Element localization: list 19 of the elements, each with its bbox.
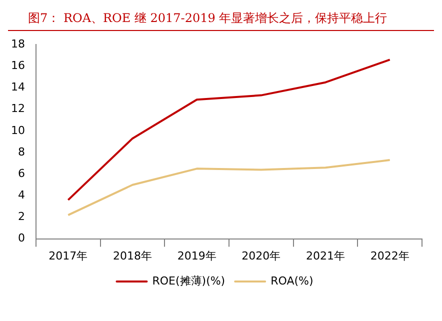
y-tick-label: 8 bbox=[18, 145, 25, 158]
y-tick-label: 0 bbox=[18, 232, 25, 245]
y-tick-label: 12 bbox=[10, 102, 25, 116]
x-tick-label: 2018年 bbox=[113, 249, 152, 262]
x-tick-label: 2021年 bbox=[306, 249, 345, 262]
legend-label: ROA(%) bbox=[270, 274, 314, 288]
x-tick-label: 2022年 bbox=[370, 249, 410, 262]
y-tick-label: 6 bbox=[18, 166, 25, 180]
x-tick-label: 2017年 bbox=[48, 249, 88, 262]
x-tick-label: 2019年 bbox=[177, 249, 216, 262]
legend-label: ROE(摊薄)(%) bbox=[152, 274, 226, 288]
x-tick-label: 2020年 bbox=[242, 249, 281, 262]
y-tick-label: 18 bbox=[10, 37, 25, 50]
y-tick-label: 10 bbox=[10, 124, 25, 137]
y-tick-label: 14 bbox=[10, 80, 25, 94]
chart-title: 图7： ROA、ROE 继 2017-2019 年显著增长之后，保持平稳上行 bbox=[8, 8, 434, 31]
y-tick-label: 2 bbox=[18, 210, 25, 224]
y-tick-label: 16 bbox=[10, 59, 25, 72]
y-tick-label: 4 bbox=[18, 188, 25, 202]
